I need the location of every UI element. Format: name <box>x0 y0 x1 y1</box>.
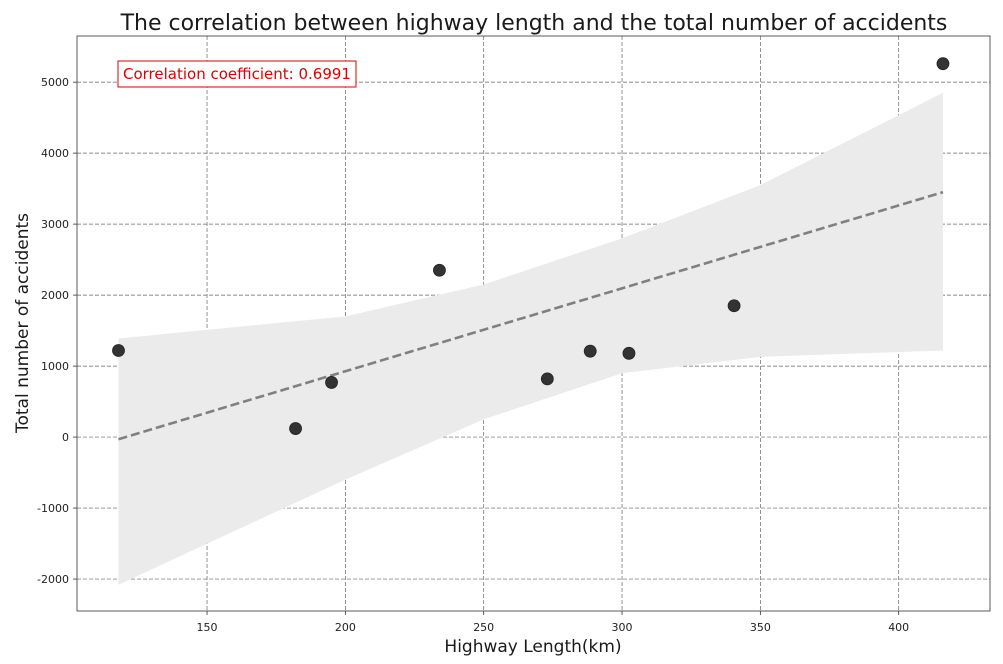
y-tick-label-5: 3000 <box>41 218 69 231</box>
data-point-1 <box>289 422 302 435</box>
correlation-annotation: Correlation coefficient: 0.6991 <box>117 60 357 88</box>
y-axis-label: Total number of accidents <box>13 213 33 434</box>
data-point-7 <box>727 299 741 313</box>
data-point-6 <box>622 346 636 360</box>
y-tick-label-2: 0 <box>62 431 69 444</box>
y-tick-label-0: -2000 <box>37 573 69 586</box>
data-point-3 <box>433 263 446 277</box>
data-point-5 <box>583 344 597 358</box>
data-point-0 <box>112 344 125 357</box>
y-tick-label-6: 4000 <box>41 147 69 160</box>
data-point-2 <box>325 376 338 389</box>
annotation-box <box>117 60 357 88</box>
chart-title: The correlation between highway length a… <box>120 11 948 36</box>
regression-line <box>118 190 944 441</box>
x-tick-label-3: 300 <box>612 621 633 634</box>
y-tick-label-7: 5000 <box>41 76 69 89</box>
confidence-band <box>118 92 943 585</box>
x-axis: 150 200 250 300 350 400 <box>197 611 909 634</box>
x-tick-label-2: 250 <box>473 621 494 634</box>
plot-frame <box>76 35 991 612</box>
x-axis-label: Highway Length(km) <box>444 637 621 657</box>
x-tick-label-5: 400 <box>888 621 909 634</box>
data-point-4 <box>540 372 554 386</box>
y-tick-label-1: -1000 <box>37 502 69 515</box>
x-tick-label-4: 350 <box>750 621 771 634</box>
annotation-text: Correlation coefficient: 0.6991 <box>123 65 351 83</box>
x-tick-label-0: 150 <box>197 621 218 634</box>
y-axis: -2000 -1000 0 1000 2000 3000 4000 5000 <box>37 76 77 586</box>
y-tick-label-4: 2000 <box>41 289 69 302</box>
data-point-8 <box>936 57 950 71</box>
y-tick-label-3: 1000 <box>41 360 69 373</box>
x-tick-label-1: 200 <box>335 621 356 634</box>
plot-area <box>77 36 990 611</box>
